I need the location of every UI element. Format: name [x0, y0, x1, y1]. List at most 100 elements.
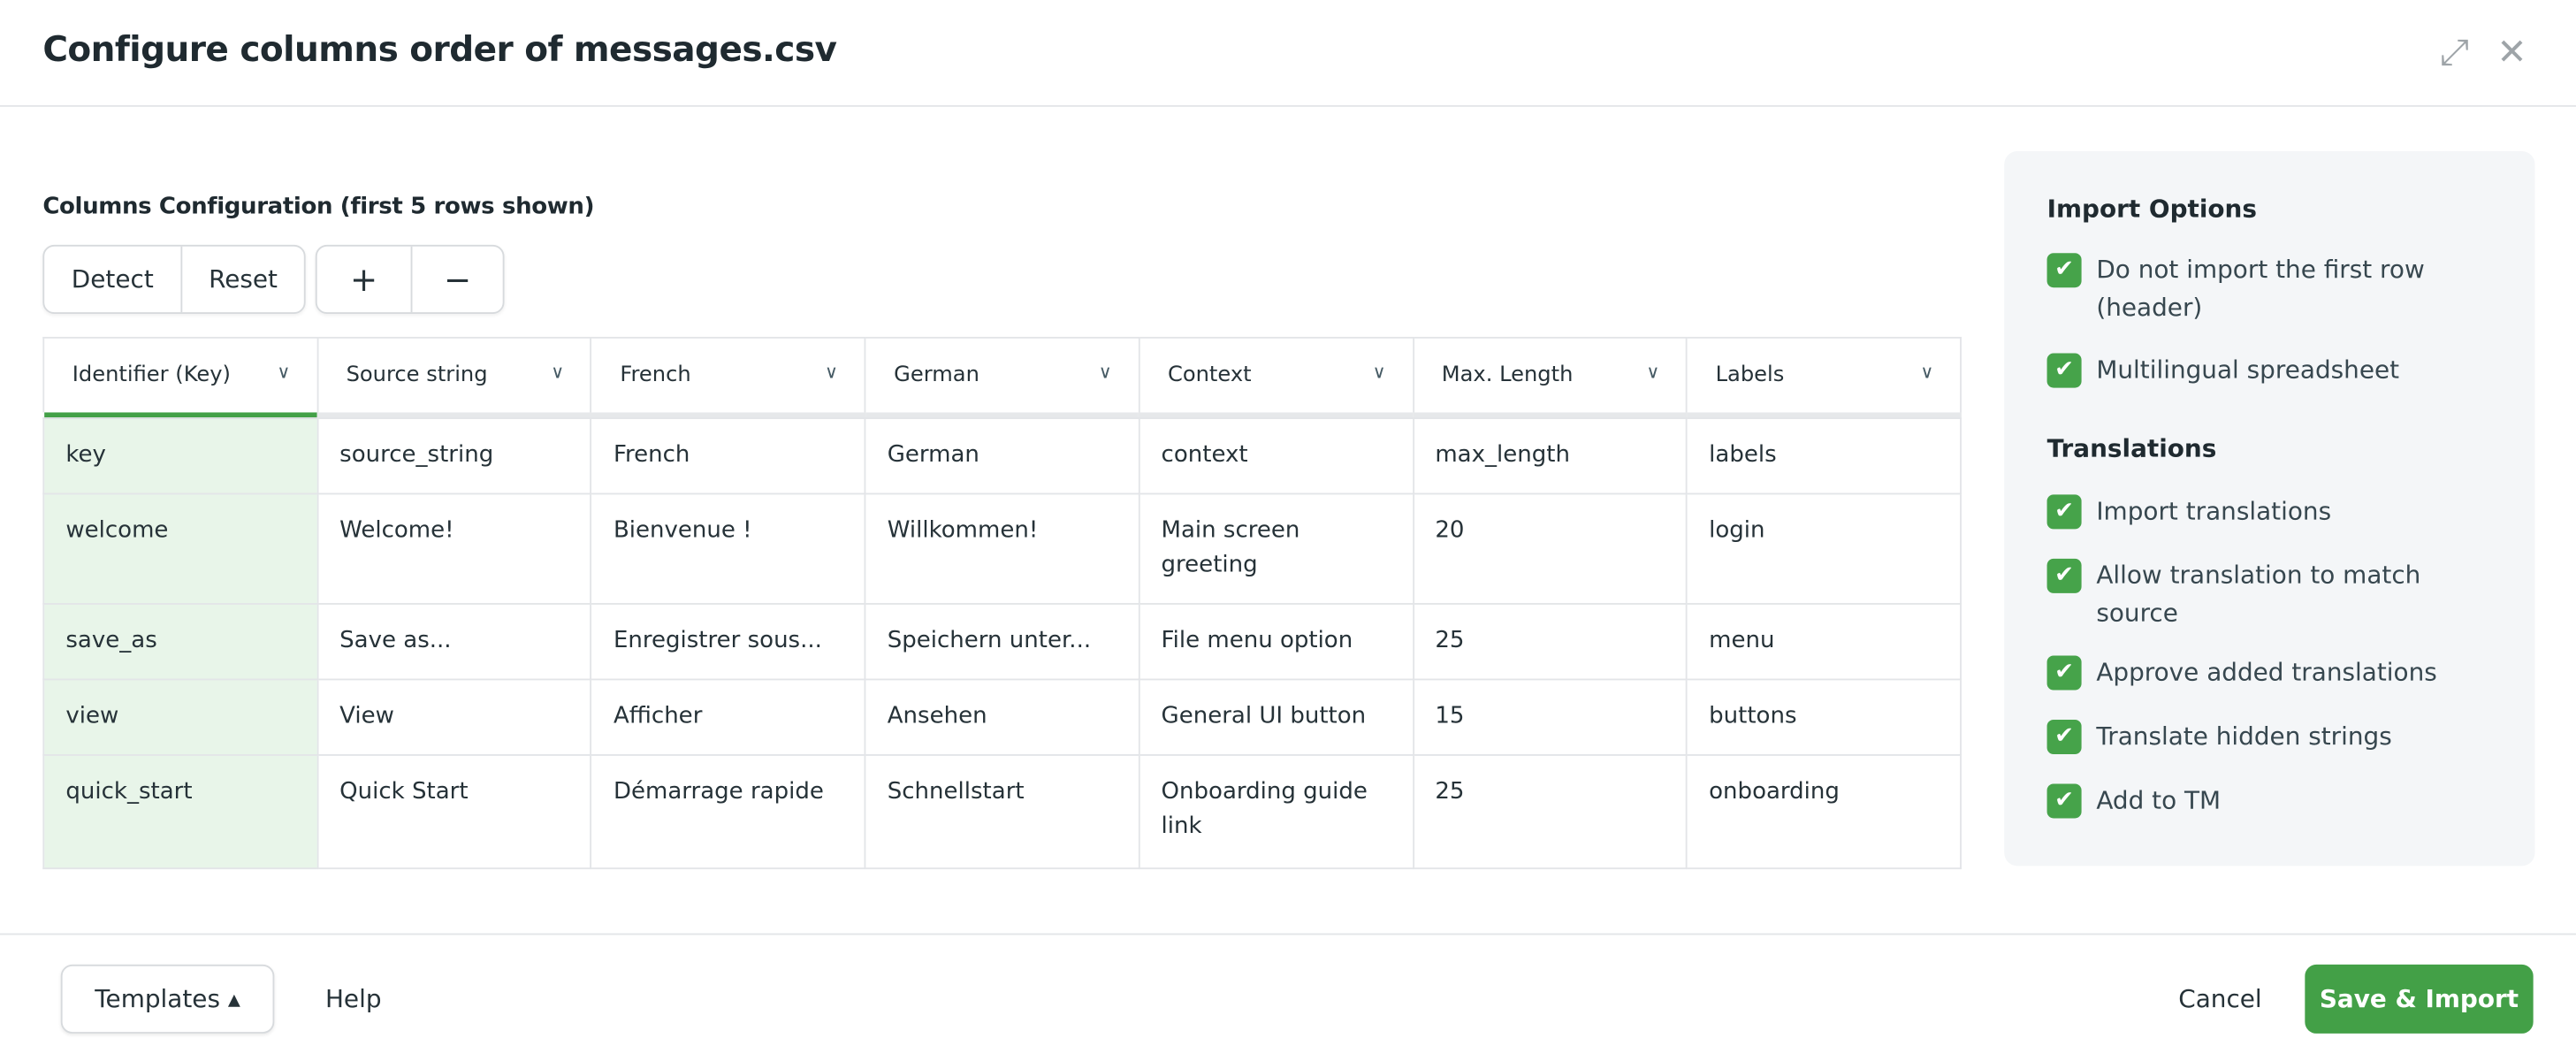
- table-cell: Bienvenue !: [590, 492, 866, 605]
- column-header-select[interactable]: Labels ∨: [1686, 336, 1962, 412]
- reset-button[interactable]: Reset: [180, 246, 303, 313]
- option-label: Allow translation to match source: [2096, 560, 2421, 628]
- column-indicator: [865, 411, 1139, 418]
- table-cell: key: [42, 417, 318, 495]
- column-header-label: Context: [1167, 363, 1252, 388]
- checkbox-checked-icon: ✔: [2046, 558, 2082, 593]
- option-label: Do not import the first row (header): [2096, 255, 2425, 323]
- column-header-select[interactable]: French ∨: [590, 336, 866, 412]
- cancel-button[interactable]: Cancel: [2178, 984, 2262, 1014]
- column-header-label: Max. Length: [1441, 363, 1574, 388]
- templates-button[interactable]: Templates ▴: [60, 964, 275, 1034]
- expand-icon[interactable]: ⤢: [2440, 33, 2469, 74]
- column-indicator: [43, 411, 318, 418]
- option-checkbox[interactable]: ✔ Translate hidden strings: [2046, 718, 2507, 756]
- table-cell: French: [590, 417, 866, 495]
- table-cell: 20: [1412, 492, 1688, 605]
- close-icon[interactable]: ✕: [2496, 33, 2527, 74]
- column-header-label: Source string: [346, 363, 488, 388]
- column-header-select[interactable]: Context ∨: [1138, 336, 1414, 412]
- import-options-title: Import Options: [2046, 194, 2258, 224]
- option-checkbox[interactable]: ✔ Import translations: [2046, 493, 2507, 531]
- checkbox-checked-icon: ✔: [2046, 494, 2082, 530]
- dialog-header: Configure columns order of messages.csv …: [0, 0, 2576, 107]
- table-cell: view: [42, 678, 318, 756]
- table-cell: Enregistrer sous...: [590, 603, 866, 681]
- table-cell: Willkommen!: [864, 492, 1140, 605]
- table-cell: context: [1138, 417, 1414, 495]
- column-header-select[interactable]: Identifier (Key) ∨: [42, 336, 318, 412]
- detect-button[interactable]: Detect: [44, 247, 180, 312]
- column-header-select[interactable]: Max. Length ∨: [1412, 336, 1688, 412]
- table-cell: View: [316, 678, 592, 756]
- checkbox-checked-icon: ✔: [2046, 655, 2082, 691]
- chevron-down-icon: ∨: [1372, 361, 1386, 384]
- table-cell: labels: [1686, 417, 1962, 495]
- remove-column-button[interactable]: −: [410, 246, 503, 313]
- checkbox-checked-icon: ✔: [2046, 719, 2082, 755]
- table-cell: German: [864, 417, 1140, 495]
- checkbox-checked-icon: ✔: [2046, 353, 2082, 388]
- table-cell: welcome: [42, 492, 318, 605]
- column-header-select[interactable]: German ∨: [864, 336, 1140, 412]
- help-link[interactable]: Help: [324, 984, 382, 1014]
- option-checkbox[interactable]: ✔ Do not import the first row (header): [2046, 251, 2507, 326]
- option-label: Import translations: [2096, 496, 2332, 526]
- column-indicator: [1139, 411, 1414, 418]
- translations-title: Translations: [2046, 433, 2217, 464]
- table-cell: onboarding: [1686, 754, 1962, 870]
- chevron-down-icon: ∨: [1098, 361, 1112, 384]
- option-checkbox[interactable]: ✔ Add to TM: [2046, 782, 2507, 821]
- column-header-label: German: [894, 363, 979, 388]
- table-cell: General UI button: [1138, 678, 1414, 756]
- table-cell: Démarrage rapide: [590, 754, 866, 870]
- table-cell: Afficher: [590, 678, 866, 756]
- checkbox-checked-icon: ✔: [2046, 253, 2082, 288]
- chevron-down-icon: ∨: [1920, 361, 1934, 384]
- table-cell: 15: [1412, 678, 1688, 756]
- columns-table: Identifier (Key) ∨ Source string ∨ French ∨ Ge…: [42, 336, 1962, 870]
- column-indicator: [317, 411, 591, 418]
- checkbox-checked-icon: ✔: [2046, 783, 2082, 819]
- table-cell: buttons: [1686, 678, 1962, 756]
- option-label: Multilingual spreadsheet: [2096, 355, 2400, 385]
- column-header-label: Identifier (Key): [72, 363, 231, 388]
- table-cell: Quick Start: [316, 754, 592, 870]
- table-cell: Save as...: [316, 603, 592, 681]
- table-cell: Onboarding guide link: [1138, 754, 1414, 870]
- option-checkbox[interactable]: ✔ Allow translation to match source: [2046, 557, 2507, 632]
- columns-config-label: Columns Configuration (first 5 rows show…: [42, 194, 595, 221]
- options-panel: Import Options ✔ Do not import the first …: [2004, 150, 2535, 866]
- table-row: key source_string French German context max_l…: [42, 417, 1962, 495]
- save-import-button[interactable]: Save & Import: [2305, 964, 2534, 1034]
- table-row: view View Afficher Ansehen General UI button…: [42, 678, 1962, 756]
- table-cell: menu: [1686, 603, 1962, 681]
- table-cell: Ansehen: [864, 678, 1140, 756]
- column-header-select[interactable]: Source string ∨: [316, 336, 592, 412]
- column-header-label: Labels: [1715, 363, 1785, 388]
- column-header-label: French: [620, 363, 691, 388]
- option-checkbox[interactable]: ✔ Approve added translations: [2046, 654, 2507, 692]
- table-cell: 25: [1412, 754, 1688, 870]
- table-row: save_as Save as... Enregistrer sous... Spei…: [42, 603, 1962, 681]
- table-cell: max_length: [1412, 417, 1688, 495]
- table-cell: Schnellstart: [864, 754, 1140, 870]
- dialog-title: Configure columns order of messages.csv: [42, 29, 837, 70]
- table-cell: 25: [1412, 603, 1688, 681]
- chevron-down-icon: ∨: [1646, 361, 1660, 384]
- option-label: Translate hidden strings: [2096, 721, 2392, 752]
- column-indicator: [591, 411, 865, 418]
- dialog-footer: Templates ▴ Help Cancel Save & Import: [0, 933, 2576, 1061]
- table-cell: Welcome!: [316, 492, 592, 605]
- add-column-button[interactable]: +: [317, 247, 411, 312]
- table-cell: File menu option: [1138, 603, 1414, 681]
- column-indicator: [1413, 411, 1688, 418]
- table-row: quick_start Quick Start Démarrage rapide Sc…: [42, 754, 1962, 870]
- table-row: welcome Welcome! Bienvenue ! Willkommen! Mai…: [42, 492, 1962, 605]
- add-remove-column-group: + −: [315, 244, 505, 314]
- option-checkbox[interactable]: ✔ Multilingual spreadsheet: [2046, 352, 2507, 390]
- detect-reset-group: Detect Reset: [42, 244, 306, 314]
- chevron-down-icon: ∨: [825, 361, 838, 384]
- table-cell: Speichern unter...: [864, 603, 1140, 681]
